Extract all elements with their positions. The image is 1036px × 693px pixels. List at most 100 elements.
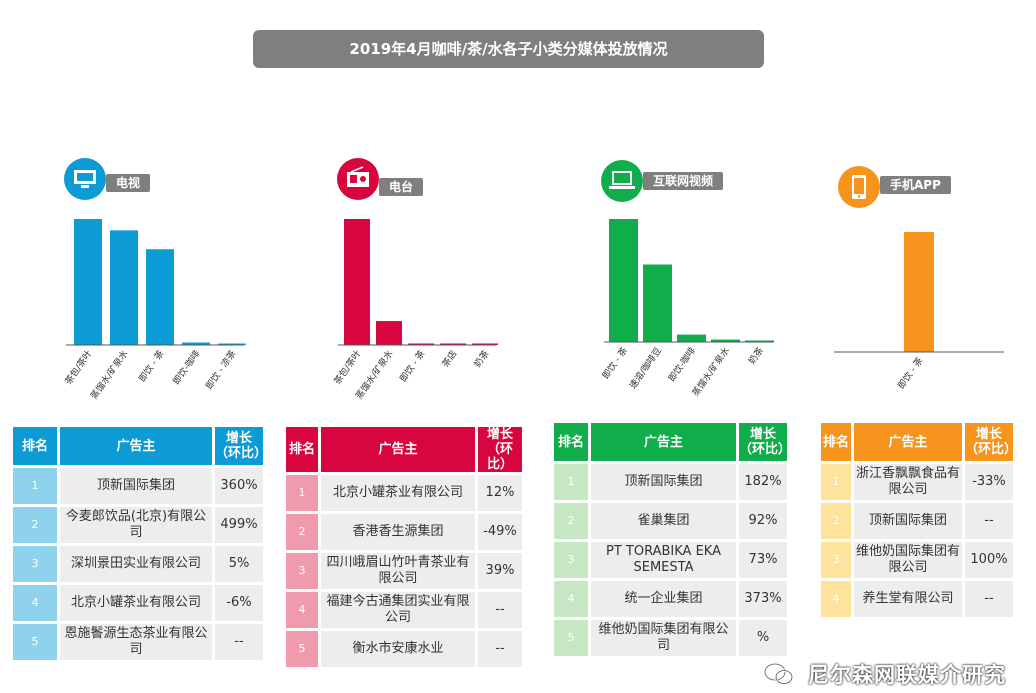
advertiser-cell: 恩施鬠源生态茶业有限公司 (60, 624, 212, 660)
bar (677, 334, 706, 342)
category-label: 即饮 - 茶 (136, 348, 166, 384)
category-label: 奶茶 (471, 348, 491, 370)
header-advertiser: 广告主 (854, 423, 962, 461)
bar (440, 343, 466, 345)
table-row: 1 顶新国际集团 182% (554, 464, 787, 500)
header-growth: 增长（环比） (215, 427, 267, 465)
bar (904, 232, 934, 352)
tv-icon (64, 158, 106, 200)
advertiser-cell: 北京小罐茶业有限公司 (60, 585, 212, 621)
category-label: 速溶/咖啡豆 (627, 345, 664, 391)
advertiser-cell: 顶新国际集团 (591, 464, 736, 500)
header-rank: 排名 (821, 423, 851, 461)
rank-cell: 5 (286, 631, 318, 667)
header-advertiser: 广告主 (591, 423, 736, 461)
header-rank: 排名 (13, 427, 57, 465)
media-label: 手机APP (880, 176, 951, 194)
phone-icon (838, 166, 880, 208)
rank-cell: 2 (554, 503, 588, 539)
rank-cell: 4 (13, 585, 57, 621)
category-label: 茶店 (439, 348, 459, 370)
table-row: 5 恩施鬠源生态茶业有限公司 -- (13, 624, 263, 660)
category-label: 即饮 - 茶 (599, 345, 629, 381)
advertiser-cell: 雀巢集团 (591, 503, 736, 539)
growth-cell: % (739, 620, 787, 656)
header-growth: 增长（环比） (739, 423, 791, 461)
growth-cell: -- (965, 581, 1013, 617)
bar (376, 321, 402, 345)
table-row: 4 养生堂有限公司 -- (821, 581, 1013, 617)
rank-cell: 4 (821, 581, 851, 617)
growth-cell: 5% (215, 546, 263, 582)
rank-cell: 2 (286, 514, 318, 550)
bar (146, 249, 174, 345)
advertiser-cell: 顶新国际集团 (60, 468, 212, 504)
advertiser-cell: 香港香生源集团 (321, 514, 475, 550)
category-label: 茶包/茶叶 (62, 348, 94, 387)
bar (472, 343, 498, 345)
rank-cell: 3 (286, 553, 318, 589)
table-row: 5 衡水市安康水业 -- (286, 631, 522, 667)
table-row: 2 顶新国际集团 -- (821, 503, 1013, 539)
growth-cell: -33% (965, 464, 1013, 500)
table-row: 3 深圳景田实业有限公司 5% (13, 546, 263, 582)
rank-cell: 3 (13, 546, 57, 582)
table-row: 1 顶新国际集团 360% (13, 468, 263, 504)
category-label: 即饮-咖啡 (170, 348, 202, 387)
advertiser-cell: 今麦郎饮品(北京)有限公司 (60, 507, 212, 543)
growth-cell: -6% (215, 585, 263, 621)
wechat-icon (764, 663, 793, 685)
ranking-table: 排名 广告主 增长（环比） 1 北京小罐茶业有限公司 12% 2 香港香生源集团 -49% 3 四川… (283, 424, 525, 670)
advertiser-cell: 顶新国际集团 (854, 503, 962, 539)
category-label: 茶包/茶叶 (331, 348, 363, 387)
table-row: 4 北京小罐茶业有限公司 -6% (13, 585, 263, 621)
growth-cell: 12% (478, 475, 522, 511)
bar (745, 340, 774, 342)
advertiser-cell: 衡水市安康水业 (321, 631, 475, 667)
category-label: 即饮 - 凉茶 (203, 348, 239, 392)
header-growth: 增长（环比） (965, 423, 1017, 461)
growth-cell: 182% (739, 464, 787, 500)
growth-cell: -- (478, 592, 522, 628)
rank-cell: 4 (554, 581, 588, 617)
advertiser-cell: 统一企业集团 (591, 581, 736, 617)
table-row: 1 浙江香飘飘食品有限公司 -33% (821, 464, 1013, 500)
bar (74, 219, 102, 345)
watermark: 尼尔森网联媒介研究 (808, 663, 1006, 687)
table-row: 2 今麦郎饮品(北京)有限公司 499% (13, 507, 263, 543)
table-row: 2 香港香生源集团 -49% (286, 514, 522, 550)
header-rank: 排名 (286, 427, 318, 472)
advertiser-cell: 深圳景田实业有限公司 (60, 546, 212, 582)
growth-cell: -- (215, 624, 263, 660)
bar-chart: 茶包/茶叶蒸馏水/矿泉水 即饮 - 茶茶店 奶茶 (331, 219, 498, 401)
rank-cell: 1 (13, 468, 57, 504)
bar (218, 343, 246, 345)
laptop-icon (601, 160, 643, 202)
table-row: 3 四川峨眉山竹叶青茶业有限公司 39% (286, 553, 522, 589)
bar (711, 339, 740, 342)
header-growth: 增长（环比） (478, 427, 522, 472)
bar-chart: 即饮 - 茶 (834, 232, 1004, 391)
media-label: 电视 (106, 174, 151, 192)
table-row: 3 PT TORABIKA EKA SEMESTA 73% (554, 542, 787, 578)
rank-cell: 5 (554, 620, 588, 656)
rank-cell: 2 (821, 503, 851, 539)
table-row: 4 福建今古通集团实业有限公司 -- (286, 592, 522, 628)
category-label: 即饮-咖啡 (666, 345, 698, 384)
growth-cell: -- (965, 503, 1013, 539)
header-rank: 排名 (554, 423, 588, 461)
media-label: 电台 (379, 178, 424, 196)
rank-cell: 1 (554, 464, 588, 500)
advertiser-cell: 维他奶国际集团有限公司 (854, 542, 962, 578)
bar (408, 343, 434, 345)
bar (110, 230, 138, 345)
advertiser-cell: 浙江香飘飘食品有限公司 (854, 464, 962, 500)
media-label: 互联网视频 (643, 172, 724, 190)
bar (643, 264, 672, 342)
advertiser-cell: 北京小罐茶业有限公司 (321, 475, 475, 511)
bar-chart: 茶包/茶叶蒸馏水/矿泉水 即饮 - 茶即饮-咖啡 即饮 - 凉茶 (62, 219, 246, 401)
growth-cell: 92% (739, 503, 787, 539)
growth-cell: 100% (965, 542, 1013, 578)
growth-cell: 360% (215, 468, 263, 504)
page-title: 2019年4月咖啡/茶/水各子小类分媒体投放情况 (253, 30, 764, 68)
